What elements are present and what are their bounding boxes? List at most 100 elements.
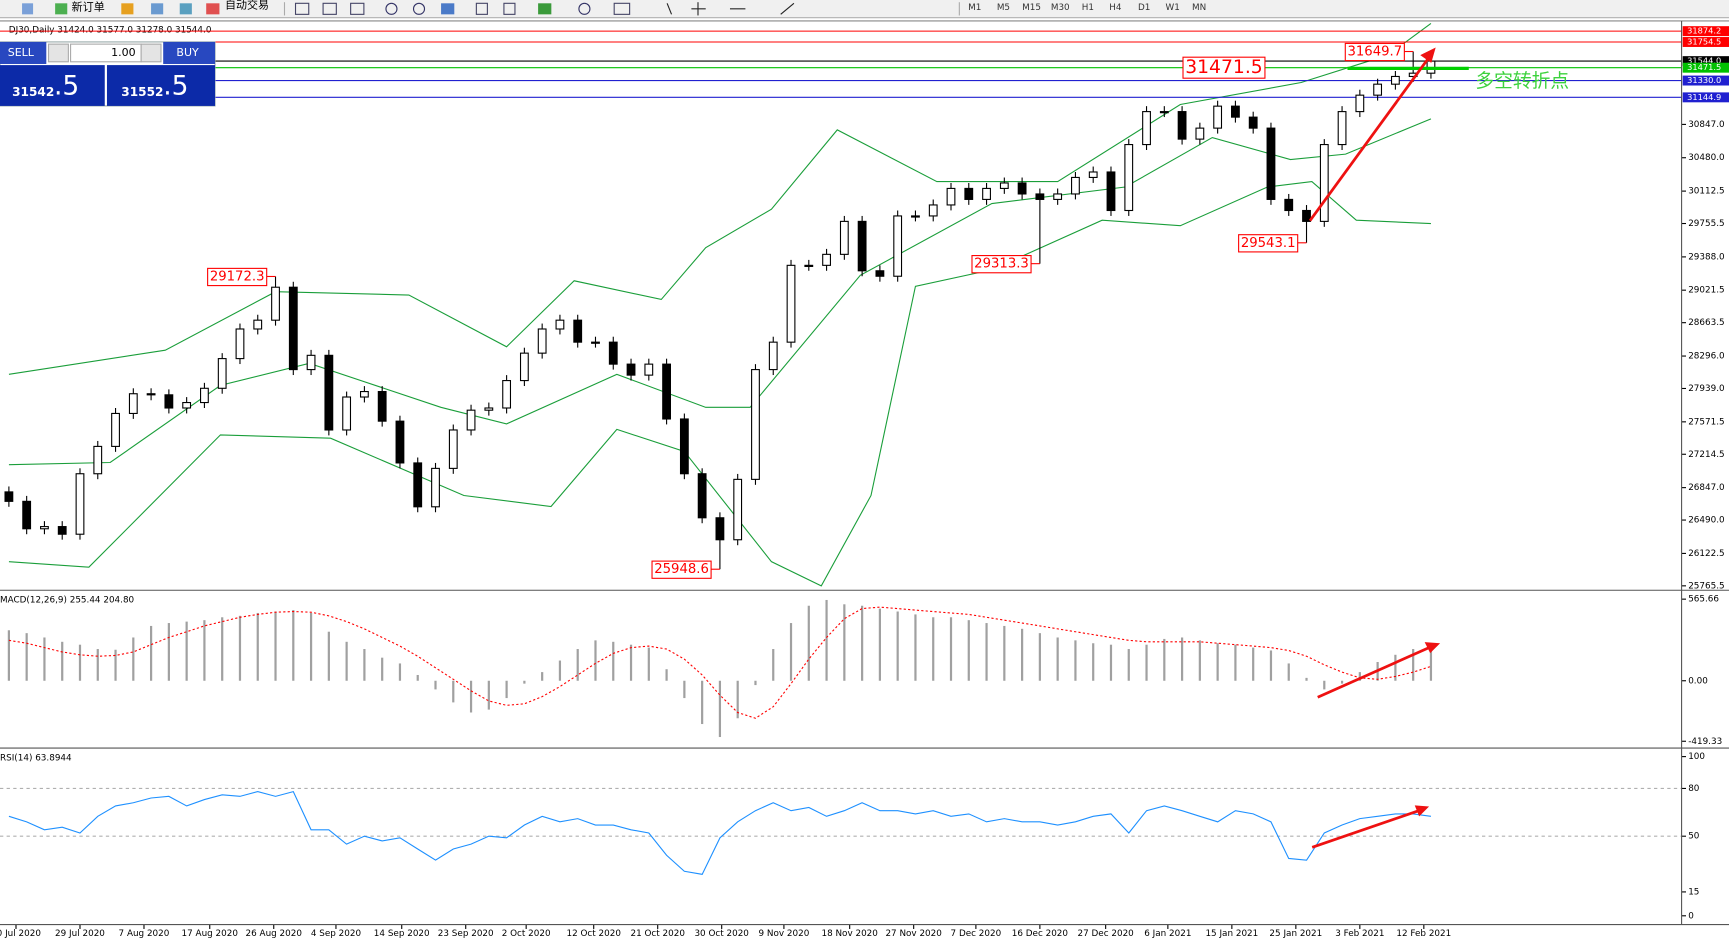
candle-body [537, 328, 547, 354]
candle-body [1035, 193, 1045, 200]
signal-line [8, 606, 1432, 719]
toolbar-button[interactable]: 自动交易 [225, 0, 269, 12]
tool-icon[interactable] [475, 2, 488, 15]
candle-body [519, 352, 529, 382]
timeframe[interactable]: D1 [1138, 3, 1150, 13]
tool-icon[interactable] [780, 2, 795, 15]
toolbar-button[interactable]: 新订单 [72, 0, 105, 14]
tool-icon[interactable] [294, 2, 310, 15]
tool-icon[interactable] [151, 3, 164, 15]
macd-bar [754, 680, 757, 686]
timeframe[interactable]: M30 [1051, 3, 1070, 13]
macd-bar [1358, 672, 1361, 681]
timeframe[interactable]: MN [1192, 3, 1206, 13]
tool-icon[interactable] [350, 2, 365, 15]
candle-body [1373, 83, 1383, 96]
tool-icon[interactable] [385, 2, 398, 15]
tool-icon[interactable] [666, 3, 673, 15]
candle-body [1302, 209, 1311, 222]
y-tick-label: 28296.0 [1688, 352, 1725, 362]
macd-bar [43, 637, 46, 681]
candle-body [182, 401, 192, 409]
trend-arrow [1317, 646, 1430, 699]
candle-body [342, 396, 352, 431]
macd-bar [629, 644, 633, 681]
panel-title: MACD(12,26,9) 255.44 204.80 [0, 596, 135, 606]
candle-body [608, 341, 618, 365]
timeframe[interactable]: M15 [1022, 3, 1041, 13]
macd-bar [878, 608, 882, 681]
timeframe[interactable]: M5 [997, 3, 1010, 13]
volume-value[interactable]: 1.00 [111, 46, 136, 59]
macd-bar [363, 649, 366, 681]
tool-icon[interactable] [121, 3, 134, 15]
candle-body [573, 319, 583, 343]
price-level-label: 31754.5 [1687, 36, 1721, 46]
x-tick-label: 2 Oct 2020 [502, 929, 551, 939]
tool-icon[interactable] [322, 2, 337, 15]
buy-label[interactable]: BUY [176, 46, 199, 59]
macd-bar [1252, 647, 1255, 681]
candle-body [822, 253, 831, 266]
macd-bar [843, 604, 846, 681]
tool-icon[interactable] [412, 2, 426, 15]
x-tick-label: 29 Jul 2020 [55, 929, 105, 939]
macd-bar [505, 680, 508, 699]
sell-button[interactable] [0, 41, 47, 64]
y-tick-label: 25765.5 [1688, 581, 1724, 591]
tool-icon[interactable] [538, 3, 552, 15]
sell-price: 31542 [12, 85, 54, 99]
candle-body [626, 363, 636, 376]
price-note: 25948.6 [654, 562, 709, 577]
x-tick-label: 17 Aug 2020 [182, 929, 239, 939]
macd-bar [985, 623, 988, 681]
candle-body [128, 393, 138, 414]
bollinger-band [8, 22, 1432, 375]
buy-price-box[interactable] [106, 65, 216, 106]
x-tick-label: 20 Jul 2020 [0, 929, 41, 939]
y-tick-label: 26490.0 [1688, 516, 1725, 526]
macd-bar [825, 599, 828, 681]
y-tick-label: 29755.5 [1688, 219, 1724, 229]
candle-body [413, 462, 423, 508]
tool-icon[interactable] [613, 2, 631, 15]
macd-bar [665, 669, 668, 681]
sell-price-box[interactable] [0, 65, 105, 106]
macd-bar [25, 633, 28, 681]
tool-icon[interactable] [55, 3, 68, 15]
candle-body [1053, 193, 1063, 200]
tool-icon[interactable] [578, 2, 591, 15]
buy-button[interactable] [163, 41, 216, 64]
tool-icon[interactable] [179, 3, 192, 15]
x-tick-label: 7 Aug 2020 [119, 929, 170, 939]
candle-body [1195, 127, 1205, 140]
sell-label[interactable]: SELL [8, 46, 35, 59]
volume-up[interactable] [140, 43, 162, 63]
timeframe[interactable]: H1 [1082, 3, 1094, 13]
x-tick-label: 30 Oct 2020 [694, 929, 749, 939]
candle-body [644, 363, 654, 376]
x-tick-label: 18 Nov 2020 [821, 929, 878, 939]
macd-bar [861, 605, 864, 681]
macd-bar [1412, 649, 1415, 681]
timeframe[interactable]: M1 [968, 3, 981, 13]
timeframe[interactable]: W1 [1166, 3, 1180, 13]
tool-icon[interactable] [206, 3, 220, 15]
x-tick-label: 6 Jan 2021 [1144, 929, 1191, 939]
candle-body [555, 319, 565, 330]
macd-bar [434, 680, 437, 690]
tool-icon[interactable] [441, 3, 455, 15]
macd-bar [96, 649, 99, 681]
macd-bar [1269, 650, 1273, 681]
tool-icon[interactable] [503, 2, 516, 15]
rsi-line [8, 790, 1432, 875]
macd-bar [487, 680, 490, 710]
volume-down[interactable] [47, 43, 69, 63]
tool-icon[interactable] [22, 3, 34, 15]
macd-bar [1092, 643, 1095, 681]
macd-bar [1021, 628, 1024, 681]
macd-bar [1109, 644, 1113, 681]
timeframe[interactable]: H4 [1109, 3, 1122, 13]
